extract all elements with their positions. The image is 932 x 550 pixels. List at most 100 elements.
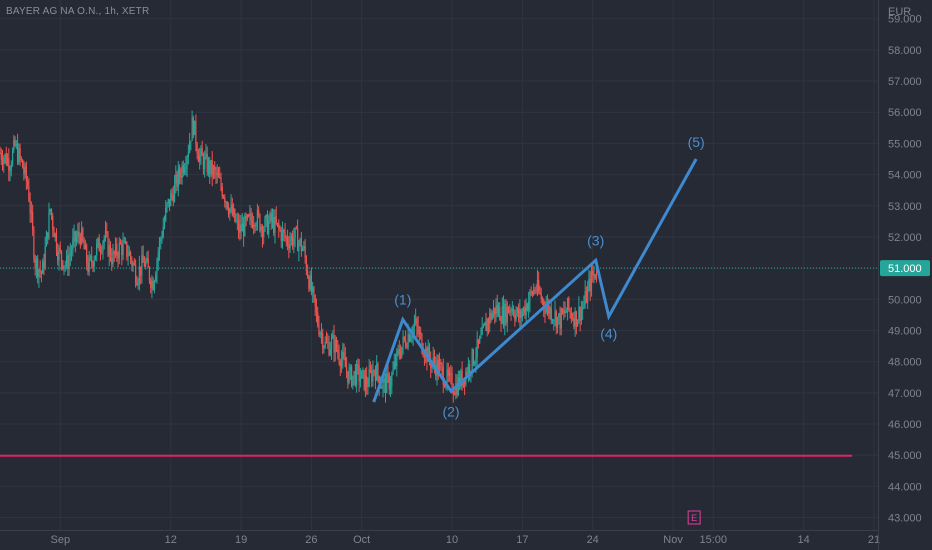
wave-label: (2) <box>442 403 459 419</box>
candle-body <box>146 258 148 262</box>
candle-body <box>288 244 290 249</box>
candle-body <box>399 354 402 357</box>
candle-body <box>474 362 476 365</box>
candle-body <box>475 357 477 363</box>
candle-body <box>153 281 156 290</box>
candle-body <box>583 304 585 308</box>
y-tick-label: 50.000 <box>888 294 922 306</box>
candle-body <box>582 307 584 310</box>
candle-body <box>490 312 492 320</box>
candle-body <box>168 199 171 207</box>
current-price-label: 51.000 <box>888 263 922 275</box>
candle-body <box>408 334 410 342</box>
candle-body <box>482 325 485 327</box>
candle-body <box>107 233 109 256</box>
candle-body <box>578 306 580 321</box>
candle-body <box>97 238 99 244</box>
candle-body <box>469 363 471 374</box>
candle-body <box>222 196 225 198</box>
candle-body <box>163 219 166 227</box>
candle-body <box>484 322 486 326</box>
candle-body <box>566 297 569 312</box>
candle-body <box>58 248 60 261</box>
candle-body <box>544 307 546 313</box>
candle-body <box>114 244 117 255</box>
candle-body <box>77 231 79 238</box>
candle-body <box>232 208 235 215</box>
candle-body <box>309 275 311 290</box>
candle-body <box>175 174 177 184</box>
candle-body <box>231 204 233 215</box>
candle-body <box>437 359 439 373</box>
candle-body <box>33 229 35 259</box>
candle-body <box>307 271 309 278</box>
candle-body <box>337 349 339 353</box>
y-tick-label: 56.000 <box>888 107 922 119</box>
candle-body <box>572 317 574 319</box>
earnings-marker[interactable] <box>687 510 701 525</box>
candle-body <box>328 342 330 355</box>
candle-body <box>167 199 169 204</box>
candle-body <box>187 152 189 158</box>
candle-body <box>48 211 50 239</box>
candle-body <box>273 217 275 234</box>
candle-body <box>216 173 218 176</box>
candle-body <box>485 322 487 332</box>
candle-body <box>358 365 360 382</box>
elliott-wave-line[interactable] <box>372 158 698 403</box>
candle-body <box>378 376 380 388</box>
candle-body <box>455 383 457 395</box>
candle-body <box>275 216 277 224</box>
candle-body <box>593 274 595 276</box>
candle-body <box>353 371 355 376</box>
candle-body <box>59 248 61 251</box>
candle-body <box>538 279 540 292</box>
candle-body <box>397 349 399 351</box>
wave-label: (4) <box>600 325 617 341</box>
candle-body <box>173 183 176 202</box>
candle-body <box>477 339 480 344</box>
candle-body <box>549 307 551 314</box>
candle-body <box>260 226 262 231</box>
candle-body <box>406 346 408 348</box>
candle-body <box>91 256 93 263</box>
candle-body <box>1 159 4 165</box>
candle-body <box>481 326 483 335</box>
candle-body <box>44 246 46 268</box>
candle-body <box>302 248 304 251</box>
candle-body <box>367 386 369 388</box>
drawings[interactable] <box>0 158 878 457</box>
candle-body <box>561 309 564 314</box>
candle-body <box>313 287 315 295</box>
candle-body <box>177 168 179 187</box>
candle-body <box>240 224 242 232</box>
candle-body <box>0 152 1 154</box>
candle-body <box>60 250 63 261</box>
candle-body <box>264 218 266 231</box>
candle-body <box>421 334 423 353</box>
candle-body <box>550 307 552 321</box>
candle-body <box>325 341 328 343</box>
candle-body <box>245 215 247 220</box>
candle-body <box>334 339 336 353</box>
candle-body <box>88 257 90 272</box>
x-tick-label: 24 <box>587 534 599 546</box>
candle-body <box>392 368 394 375</box>
candle-body <box>11 150 14 166</box>
candle-body <box>509 310 511 313</box>
candle-body <box>338 352 340 362</box>
candle-body <box>253 224 255 228</box>
candle-body <box>236 220 238 222</box>
candle-body <box>72 238 74 251</box>
candle-body <box>35 258 38 269</box>
candle-body <box>271 217 274 222</box>
candle-body <box>16 143 19 163</box>
candle-body <box>388 374 390 390</box>
candle-body <box>65 255 68 265</box>
candle-body <box>126 241 128 257</box>
candle-body <box>303 246 305 249</box>
candle-body <box>427 346 429 362</box>
